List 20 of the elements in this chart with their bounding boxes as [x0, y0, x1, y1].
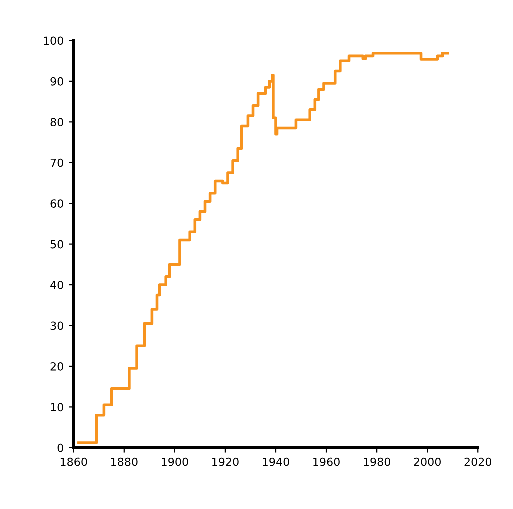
y-tick-label: 20	[50, 362, 64, 371]
x-tick-label: 1940	[263, 458, 290, 466]
x-tick-label: 1920	[212, 458, 239, 466]
x-tick-label: 2020	[464, 458, 492, 466]
y-tick-label: 0	[58, 444, 64, 452]
x-tick-label: 1900	[162, 458, 188, 466]
y-tick-label: 80	[50, 118, 64, 127]
y-tick-label: 70	[50, 158, 64, 168]
y-tick-label: 90	[50, 77, 64, 86]
x-tick-label: 1960	[314, 458, 340, 466]
x-tick-label: 2000	[414, 458, 441, 466]
y-tick-label: 30	[50, 322, 64, 330]
y-tick-label: 10	[51, 403, 64, 412]
y-tick-label: 40	[50, 281, 64, 290]
y-tick-label: 50	[50, 240, 64, 249]
y-tick-label: 100	[44, 36, 64, 46]
y-tick-label: 60	[50, 200, 64, 208]
x-tick-label: 1980	[364, 458, 390, 466]
x-tick-label: 1860	[60, 458, 88, 466]
x-tick-label: 1880	[111, 458, 138, 466]
